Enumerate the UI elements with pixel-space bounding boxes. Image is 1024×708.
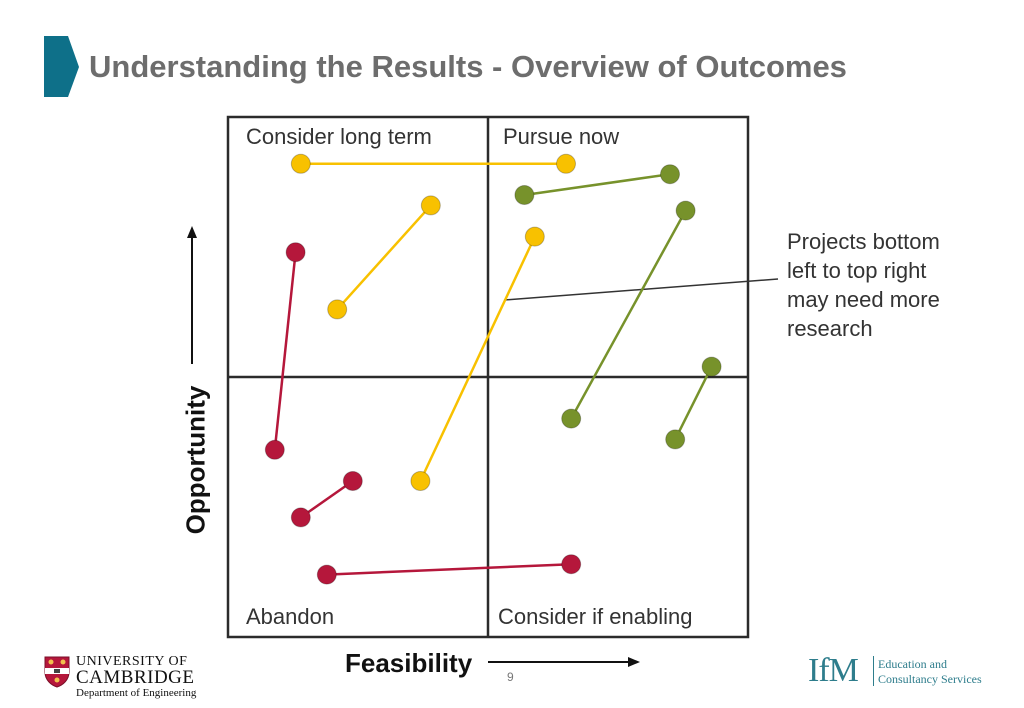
annotation-line: Projects bottom [787, 229, 940, 254]
project-segments [264, 153, 722, 585]
project-segment-3 [327, 195, 441, 320]
segment-end-point [342, 471, 363, 491]
ifm-logo-line2: Consultancy Services [878, 672, 982, 686]
page-number: 9 [507, 670, 514, 684]
segment-line [570, 209, 687, 420]
segment-end-point [701, 356, 722, 377]
cambridge-logo-line3: Department of Engineering [76, 687, 197, 699]
project-segment-1 [290, 153, 576, 174]
ifm-logo: IfM Education and Consultancy Services [808, 652, 998, 692]
quadrant-label-bottom-left: Abandon [246, 604, 334, 629]
segment-line [524, 172, 671, 197]
segment-end-point [420, 195, 441, 216]
x-axis-label: Feasibility [345, 648, 473, 678]
cambridge-shield-icon [44, 656, 70, 688]
segment-start-point [327, 299, 348, 320]
ifm-logo-separator [873, 656, 874, 686]
y-axis-arrow [187, 226, 197, 364]
cambridge-logo-line2: CAMBRIDGE [76, 667, 195, 688]
project-segment-9 [316, 554, 582, 585]
cambridge-logo-line1: UNIVERSITY OF [76, 654, 188, 669]
x-axis-arrow [488, 657, 640, 667]
segment-line [300, 479, 354, 519]
segment-line [326, 562, 572, 576]
segment-end-point [556, 153, 576, 174]
title-accent-tab [44, 36, 79, 97]
segment-start-point [514, 185, 535, 205]
annotation-line: left to top right [787, 258, 927, 283]
segment-end-point [524, 226, 545, 247]
segment-start-point [264, 439, 285, 460]
segment-end-point [675, 200, 696, 221]
segment-end-point [285, 242, 306, 263]
segment-start-point [290, 507, 311, 528]
ifm-logo-mark: IfM [808, 652, 859, 689]
quadrant-label-bottom-right: Consider if enabling [498, 604, 692, 629]
slide-title: Understanding the Results - Overview of … [89, 49, 847, 84]
segment-line [674, 366, 713, 440]
annotation-text: Projects bottom left to top right may ne… [787, 227, 987, 343]
segment-start-point [316, 564, 337, 585]
segment-start-point [290, 153, 311, 174]
segment-start-point [665, 429, 686, 450]
project-segment-6 [410, 226, 545, 491]
ifm-logo-line1: Education and [878, 657, 947, 671]
quadrant-label-top-right: Pursue now [503, 124, 619, 149]
project-segment-2 [514, 164, 680, 205]
segment-line [419, 236, 536, 482]
annotation-line: may need more [787, 287, 940, 312]
segment-line [336, 204, 432, 311]
segment-start-point [561, 408, 582, 429]
project-segment-8 [290, 471, 363, 528]
project-segment-5 [264, 242, 306, 460]
segment-start-point [410, 471, 431, 491]
quadrant-label-top-left: Consider long term [246, 124, 432, 149]
cambridge-logo: UNIVERSITY OF CAMBRIDGE Department of En… [44, 652, 214, 702]
segment-end-point [561, 554, 582, 575]
annotation-line: research [787, 316, 873, 341]
project-segment-4 [561, 200, 696, 429]
y-axis-label: Opportunity [180, 385, 211, 535]
project-segment-7 [665, 356, 722, 450]
segment-line [273, 252, 297, 450]
segment-end-point [660, 164, 680, 185]
